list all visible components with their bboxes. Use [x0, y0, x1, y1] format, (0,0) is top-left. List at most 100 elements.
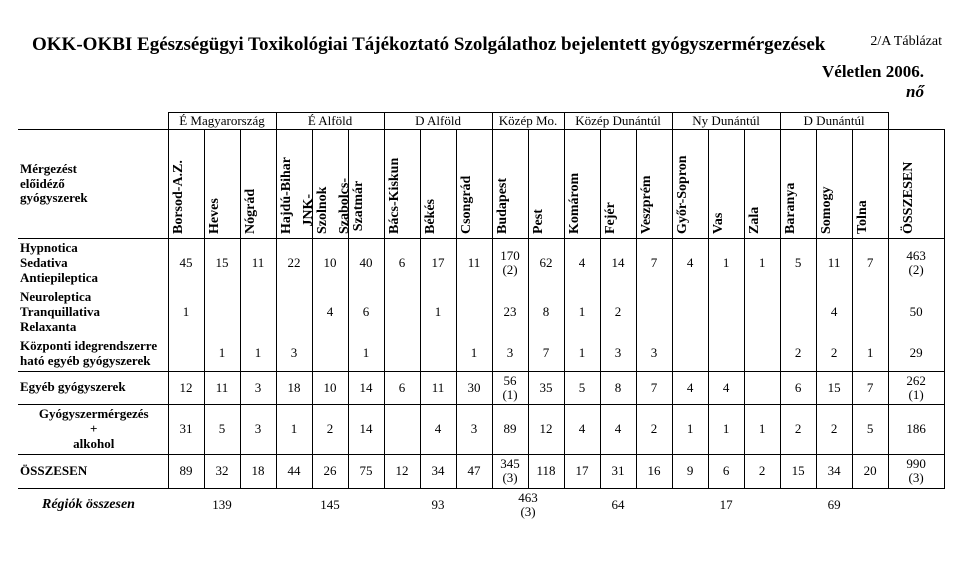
data-cell: 5	[852, 405, 888, 455]
year-line: Véletlen 2006.	[18, 62, 924, 82]
data-cell: 16	[636, 454, 672, 488]
col-header: Fejér	[604, 202, 618, 234]
data-cell: 45	[168, 239, 204, 288]
data-cell: 3	[600, 337, 636, 371]
data-cell: 75	[348, 454, 384, 488]
data-cell: 14	[348, 371, 384, 405]
data-cell: 11	[420, 371, 456, 405]
region-cell: Közép Dunántúl	[564, 113, 672, 130]
region-total: 93	[384, 488, 492, 521]
data-cell: 3	[492, 337, 528, 371]
data-cell: 11	[816, 239, 852, 288]
data-cell: 2	[780, 337, 816, 371]
data-cell: 7	[528, 337, 564, 371]
col-header: JNK- Szolnok	[302, 187, 330, 234]
col-header: Budapest	[496, 178, 510, 234]
col-header: Hajdú-Bihar	[280, 157, 294, 234]
data-cell: 29	[888, 337, 944, 371]
col-header: Bács-Kiskun	[388, 158, 402, 234]
data-cell: 34	[420, 454, 456, 488]
data-cell: 1	[744, 239, 780, 288]
data-cell: 1	[708, 405, 744, 455]
data-cell: 50	[888, 288, 944, 337]
data-cell: 5	[780, 239, 816, 288]
region-cell: É Magyarország	[168, 113, 276, 130]
col-header: Baranya	[784, 183, 798, 234]
table-number: 2/A Táblázat	[870, 34, 942, 50]
data-cell: 34	[816, 454, 852, 488]
region-cell: É Alföld	[276, 113, 384, 130]
col-header: Szabolcs- Szatmár	[338, 178, 366, 234]
data-cell: 6	[348, 288, 384, 337]
data-cell: 2	[780, 405, 816, 455]
table-row: ÖSSZESEN893218442675123447345 (3)1181731…	[18, 454, 944, 488]
region-cell: Ny Dunántúl	[672, 113, 780, 130]
data-cell: 12	[528, 405, 564, 455]
data-cell	[420, 337, 456, 371]
data-cell	[852, 288, 888, 337]
data-cell: 31	[168, 405, 204, 455]
data-cell: 1	[420, 288, 456, 337]
col-header: Zala	[748, 207, 762, 234]
data-cell: 22	[276, 239, 312, 288]
data-cell: 15	[780, 454, 816, 488]
data-cell	[744, 337, 780, 371]
data-cell: 15	[204, 239, 240, 288]
region-total: 139	[168, 488, 276, 521]
table-row: Hypnotica Sedativa Antiepileptica4515112…	[18, 239, 944, 288]
data-cell: 170 (2)	[492, 239, 528, 288]
data-cell: 4	[420, 405, 456, 455]
data-cell: 1	[564, 288, 600, 337]
data-cell: 7	[852, 371, 888, 405]
region-group-row: É Magyarország É Alföld D Alföld Közép M…	[18, 113, 944, 130]
data-cell: 2	[816, 337, 852, 371]
col-header: Békés	[424, 199, 438, 234]
region-cell: D Dunántúl	[780, 113, 888, 130]
data-cell: 12	[168, 371, 204, 405]
data-cell	[384, 337, 420, 371]
data-cell: 2	[600, 288, 636, 337]
gender-line: nő	[18, 82, 924, 102]
region-total: 463 (3)	[492, 488, 564, 521]
data-cell: 11	[204, 371, 240, 405]
data-cell: 186	[888, 405, 944, 455]
data-cell: 1	[456, 337, 492, 371]
data-cell	[276, 288, 312, 337]
data-cell	[708, 288, 744, 337]
data-cell	[708, 337, 744, 371]
col-header: Csongrád	[460, 176, 474, 234]
region-totals-row: Régiók összesen 139 145 93 463 (3) 64 17…	[18, 488, 944, 521]
data-cell	[456, 288, 492, 337]
data-cell: 89	[492, 405, 528, 455]
data-cell	[672, 337, 708, 371]
data-cell: 10	[312, 371, 348, 405]
data-cell: 7	[636, 371, 672, 405]
data-cell: 463 (2)	[888, 239, 944, 288]
data-cell: 4	[672, 239, 708, 288]
data-cell: 1	[240, 337, 276, 371]
data-cell	[312, 337, 348, 371]
data-cell: 44	[276, 454, 312, 488]
data-cell: 7	[636, 239, 672, 288]
region-cell: D Alföld	[384, 113, 492, 130]
col-header: Somogy	[820, 187, 834, 234]
data-cell: 6	[384, 371, 420, 405]
data-table: É Magyarország É Alföld D Alföld Közép M…	[18, 112, 945, 521]
data-cell: 1	[564, 337, 600, 371]
data-cell: 345 (3)	[492, 454, 528, 488]
row-label: Hypnotica Sedativa Antiepileptica	[18, 239, 168, 288]
data-cell: 12	[384, 454, 420, 488]
data-cell: 3	[456, 405, 492, 455]
data-cell: 10	[312, 239, 348, 288]
data-cell: 1	[744, 405, 780, 455]
data-cell: 20	[852, 454, 888, 488]
data-cell: 990 (3)	[888, 454, 944, 488]
table-row: Neuroleptica Tranquillativa Relaxanta146…	[18, 288, 944, 337]
data-cell: 14	[348, 405, 384, 455]
data-cell: 3	[240, 405, 276, 455]
data-cell: 1	[204, 337, 240, 371]
col-header: Vas	[712, 213, 726, 234]
row-label-header: Mérgezést előidéző gyógyszerek	[18, 130, 168, 239]
data-cell: 3	[276, 337, 312, 371]
column-header-row: Mérgezést előidéző gyógyszerek Borsod-A.…	[18, 130, 944, 239]
